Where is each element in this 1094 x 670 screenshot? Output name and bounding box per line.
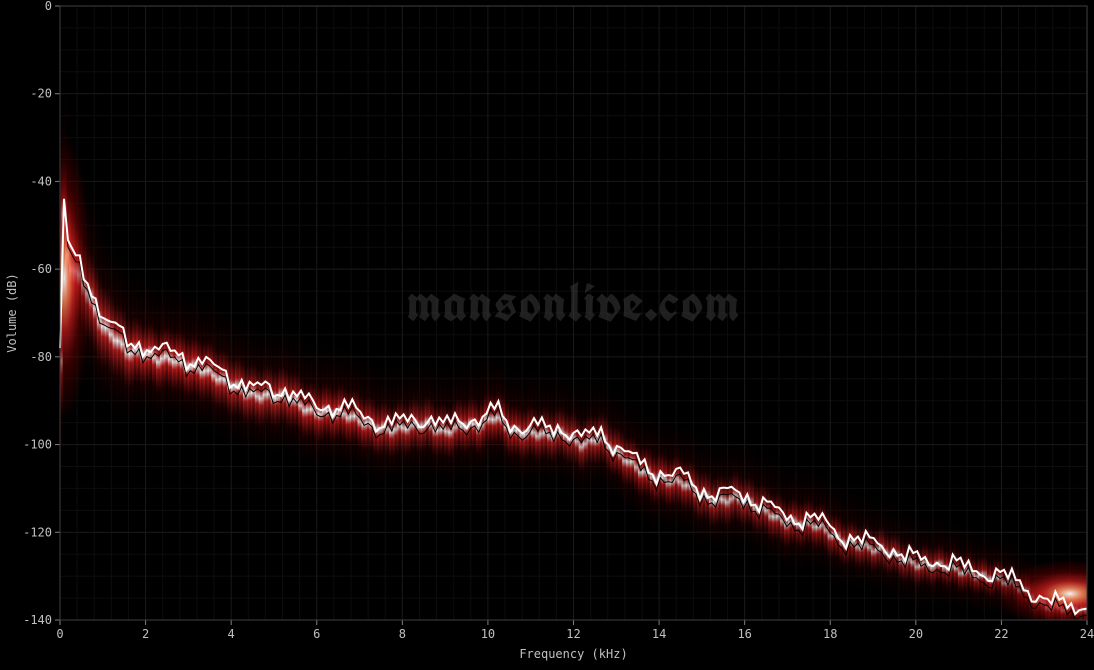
- watermark-text: mansonlive.com: [406, 267, 740, 338]
- y-tick-label: -80: [30, 350, 52, 364]
- y-tick-label: -40: [30, 174, 52, 188]
- x-tick-label: 8: [399, 627, 406, 641]
- y-tick-label: -100: [23, 438, 52, 452]
- y-tick-label: -20: [30, 87, 52, 101]
- x-tick-label: 4: [228, 627, 235, 641]
- x-tick-label: 2: [142, 627, 149, 641]
- x-tick-label: 0: [56, 627, 63, 641]
- y-axis-label: Volume (dB): [5, 273, 19, 352]
- x-tick-label: 6: [313, 627, 320, 641]
- chart-svg: mansonlive.com 024681012141618202224 0-2…: [0, 0, 1094, 670]
- y-tick-label: -140: [23, 613, 52, 627]
- x-axis-label: Frequency (kHz): [519, 647, 627, 661]
- x-tick-label: 10: [481, 627, 495, 641]
- y-tick-label: 0: [45, 0, 52, 13]
- x-tick-label: 20: [909, 627, 923, 641]
- y-tick-label: -60: [30, 262, 52, 276]
- x-tick-label: 22: [994, 627, 1008, 641]
- x-tick-label: 16: [737, 627, 751, 641]
- x-tick-label: 18: [823, 627, 837, 641]
- x-tick-label: 24: [1080, 627, 1094, 641]
- x-tick-label: 12: [566, 627, 580, 641]
- spectrum-chart: mansonlive.com 024681012141618202224 0-2…: [0, 0, 1094, 670]
- x-tick-label: 14: [652, 627, 666, 641]
- y-tick-label: -120: [23, 525, 52, 539]
